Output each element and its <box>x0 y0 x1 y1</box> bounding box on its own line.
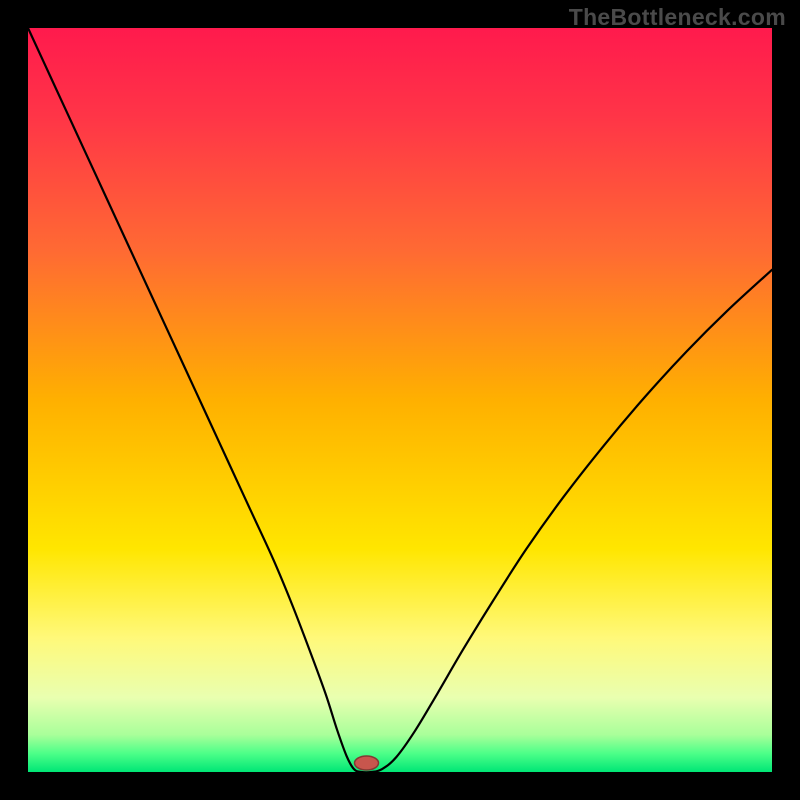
optimal-point-marker <box>355 756 379 770</box>
bottleneck-chart <box>0 0 800 800</box>
chart-container: TheBottleneck.com <box>0 0 800 800</box>
plot-background <box>28 28 772 772</box>
watermark-text: TheBottleneck.com <box>569 4 786 31</box>
